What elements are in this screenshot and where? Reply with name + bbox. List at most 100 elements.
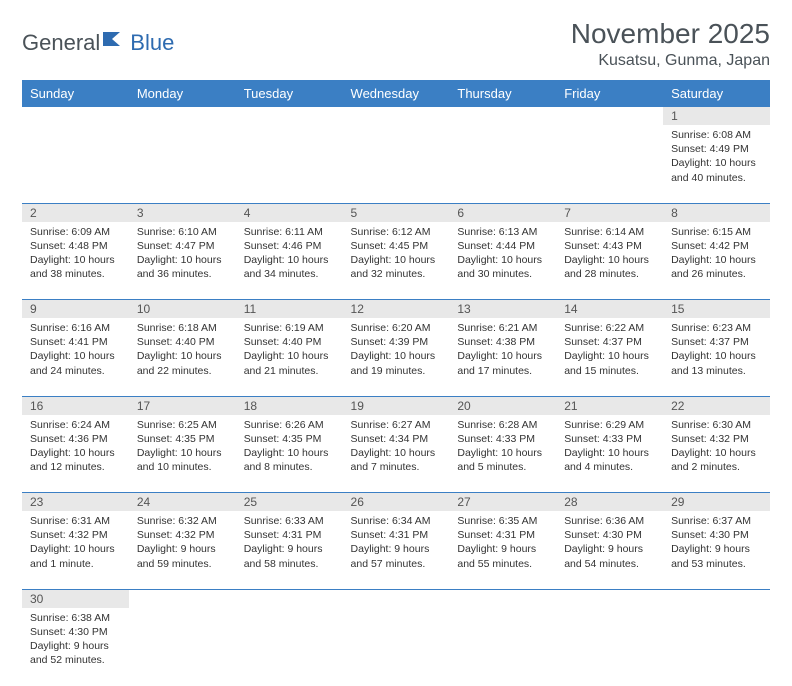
day-number	[343, 589, 450, 608]
day-cell: Sunrise: 6:38 AMSunset: 4:30 PMDaylight:…	[22, 608, 129, 686]
day-number: 28	[556, 493, 663, 512]
day-cell: Sunrise: 6:32 AMSunset: 4:32 PMDaylight:…	[129, 511, 236, 589]
day-number: 15	[663, 300, 770, 319]
day-cell: Sunrise: 6:33 AMSunset: 4:31 PMDaylight:…	[236, 511, 343, 589]
day-cell: Sunrise: 6:18 AMSunset: 4:40 PMDaylight:…	[129, 318, 236, 396]
weekday-header-row: SundayMondayTuesdayWednesdayThursdayFrid…	[22, 80, 770, 107]
day-number: 30	[22, 589, 129, 608]
day-content-row: Sunrise: 6:09 AMSunset: 4:48 PMDaylight:…	[22, 222, 770, 300]
weekday-header: Tuesday	[236, 80, 343, 107]
day-cell: Sunrise: 6:26 AMSunset: 4:35 PMDaylight:…	[236, 415, 343, 493]
day-cell	[236, 125, 343, 203]
day-cell-content: Sunrise: 6:16 AMSunset: 4:41 PMDaylight:…	[22, 318, 129, 382]
day-cell: Sunrise: 6:11 AMSunset: 4:46 PMDaylight:…	[236, 222, 343, 300]
day-number: 23	[22, 493, 129, 512]
day-number	[556, 589, 663, 608]
day-number	[449, 107, 556, 125]
day-number: 21	[556, 396, 663, 415]
day-cell-content: Sunrise: 6:32 AMSunset: 4:32 PMDaylight:…	[129, 511, 236, 575]
day-number: 20	[449, 396, 556, 415]
day-cell: Sunrise: 6:08 AMSunset: 4:49 PMDaylight:…	[663, 125, 770, 203]
day-cell-content: Sunrise: 6:25 AMSunset: 4:35 PMDaylight:…	[129, 415, 236, 479]
weekday-header: Friday	[556, 80, 663, 107]
day-cell: Sunrise: 6:36 AMSunset: 4:30 PMDaylight:…	[556, 511, 663, 589]
day-cell-content: Sunrise: 6:12 AMSunset: 4:45 PMDaylight:…	[343, 222, 450, 286]
day-cell-content: Sunrise: 6:08 AMSunset: 4:49 PMDaylight:…	[663, 125, 770, 189]
weekday-header: Wednesday	[343, 80, 450, 107]
logo-text-1: General	[22, 30, 100, 56]
title-block: November 2025 Kusatsu, Gunma, Japan	[571, 18, 770, 70]
day-number: 25	[236, 493, 343, 512]
day-number: 14	[556, 300, 663, 319]
day-cell-content: Sunrise: 6:20 AMSunset: 4:39 PMDaylight:…	[343, 318, 450, 382]
day-number: 17	[129, 396, 236, 415]
day-number: 29	[663, 493, 770, 512]
day-cell-content: Sunrise: 6:09 AMSunset: 4:48 PMDaylight:…	[22, 222, 129, 286]
day-cell: Sunrise: 6:23 AMSunset: 4:37 PMDaylight:…	[663, 318, 770, 396]
day-cell	[129, 608, 236, 686]
day-cell-content: Sunrise: 6:30 AMSunset: 4:32 PMDaylight:…	[663, 415, 770, 479]
day-content-row: Sunrise: 6:08 AMSunset: 4:49 PMDaylight:…	[22, 125, 770, 203]
day-number: 6	[449, 203, 556, 222]
day-number	[556, 107, 663, 125]
day-cell-content: Sunrise: 6:13 AMSunset: 4:44 PMDaylight:…	[449, 222, 556, 286]
day-cell-content: Sunrise: 6:37 AMSunset: 4:30 PMDaylight:…	[663, 511, 770, 575]
day-number: 13	[449, 300, 556, 319]
day-cell-content: Sunrise: 6:10 AMSunset: 4:47 PMDaylight:…	[129, 222, 236, 286]
day-cell: Sunrise: 6:35 AMSunset: 4:31 PMDaylight:…	[449, 511, 556, 589]
day-number: 1	[663, 107, 770, 125]
day-cell-content: Sunrise: 6:27 AMSunset: 4:34 PMDaylight:…	[343, 415, 450, 479]
day-cell-content: Sunrise: 6:35 AMSunset: 4:31 PMDaylight:…	[449, 511, 556, 575]
day-cell-content: Sunrise: 6:18 AMSunset: 4:40 PMDaylight:…	[129, 318, 236, 382]
day-content-row: Sunrise: 6:31 AMSunset: 4:32 PMDaylight:…	[22, 511, 770, 589]
day-cell: Sunrise: 6:16 AMSunset: 4:41 PMDaylight:…	[22, 318, 129, 396]
day-content-row: Sunrise: 6:16 AMSunset: 4:41 PMDaylight:…	[22, 318, 770, 396]
day-cell: Sunrise: 6:19 AMSunset: 4:40 PMDaylight:…	[236, 318, 343, 396]
day-number	[129, 589, 236, 608]
day-content-row: Sunrise: 6:38 AMSunset: 4:30 PMDaylight:…	[22, 608, 770, 686]
weekday-header: Thursday	[449, 80, 556, 107]
day-number: 19	[343, 396, 450, 415]
day-number-row: 16171819202122	[22, 396, 770, 415]
day-cell: Sunrise: 6:30 AMSunset: 4:32 PMDaylight:…	[663, 415, 770, 493]
day-cell	[556, 125, 663, 203]
day-cell-content: Sunrise: 6:36 AMSunset: 4:30 PMDaylight:…	[556, 511, 663, 575]
day-number: 27	[449, 493, 556, 512]
day-cell-content: Sunrise: 6:26 AMSunset: 4:35 PMDaylight:…	[236, 415, 343, 479]
day-number: 2	[22, 203, 129, 222]
day-number	[236, 107, 343, 125]
day-number	[343, 107, 450, 125]
day-number: 5	[343, 203, 450, 222]
day-cell: Sunrise: 6:14 AMSunset: 4:43 PMDaylight:…	[556, 222, 663, 300]
day-cell-content: Sunrise: 6:22 AMSunset: 4:37 PMDaylight:…	[556, 318, 663, 382]
day-content-row: Sunrise: 6:24 AMSunset: 4:36 PMDaylight:…	[22, 415, 770, 493]
day-cell	[343, 608, 450, 686]
weekday-header: Monday	[129, 80, 236, 107]
day-cell	[236, 608, 343, 686]
day-cell-content: Sunrise: 6:31 AMSunset: 4:32 PMDaylight:…	[22, 511, 129, 575]
day-cell-content: Sunrise: 6:34 AMSunset: 4:31 PMDaylight:…	[343, 511, 450, 575]
day-cell	[343, 125, 450, 203]
day-number-row: 1	[22, 107, 770, 125]
day-cell: Sunrise: 6:10 AMSunset: 4:47 PMDaylight:…	[129, 222, 236, 300]
day-number: 26	[343, 493, 450, 512]
day-cell-content: Sunrise: 6:24 AMSunset: 4:36 PMDaylight:…	[22, 415, 129, 479]
flag-icon	[102, 30, 128, 56]
day-cell	[22, 125, 129, 203]
day-number	[22, 107, 129, 125]
day-cell-content: Sunrise: 6:33 AMSunset: 4:31 PMDaylight:…	[236, 511, 343, 575]
day-cell: Sunrise: 6:24 AMSunset: 4:36 PMDaylight:…	[22, 415, 129, 493]
logo: General Blue	[22, 30, 174, 56]
day-cell: Sunrise: 6:34 AMSunset: 4:31 PMDaylight:…	[343, 511, 450, 589]
weekday-header: Sunday	[22, 80, 129, 107]
day-number-row: 23242526272829	[22, 493, 770, 512]
day-number: 4	[236, 203, 343, 222]
day-cell-content: Sunrise: 6:11 AMSunset: 4:46 PMDaylight:…	[236, 222, 343, 286]
day-cell: Sunrise: 6:13 AMSunset: 4:44 PMDaylight:…	[449, 222, 556, 300]
day-number	[449, 589, 556, 608]
day-cell: Sunrise: 6:20 AMSunset: 4:39 PMDaylight:…	[343, 318, 450, 396]
day-cell: Sunrise: 6:27 AMSunset: 4:34 PMDaylight:…	[343, 415, 450, 493]
day-cell: Sunrise: 6:09 AMSunset: 4:48 PMDaylight:…	[22, 222, 129, 300]
day-number: 7	[556, 203, 663, 222]
location: Kusatsu, Gunma, Japan	[571, 52, 770, 70]
